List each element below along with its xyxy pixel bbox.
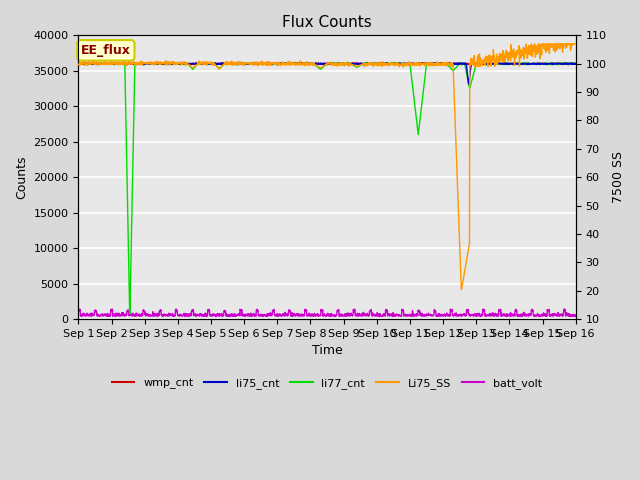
Title: Flux Counts: Flux Counts <box>282 15 372 30</box>
Text: EE_flux: EE_flux <box>81 44 131 57</box>
Y-axis label: 7500 SS: 7500 SS <box>612 151 625 203</box>
X-axis label: Time: Time <box>312 344 342 357</box>
Legend: wmp_cnt, li75_cnt, li77_cnt, Li75_SS, batt_volt: wmp_cnt, li75_cnt, li77_cnt, Li75_SS, ba… <box>108 373 547 393</box>
Y-axis label: Counts: Counts <box>15 156 28 199</box>
